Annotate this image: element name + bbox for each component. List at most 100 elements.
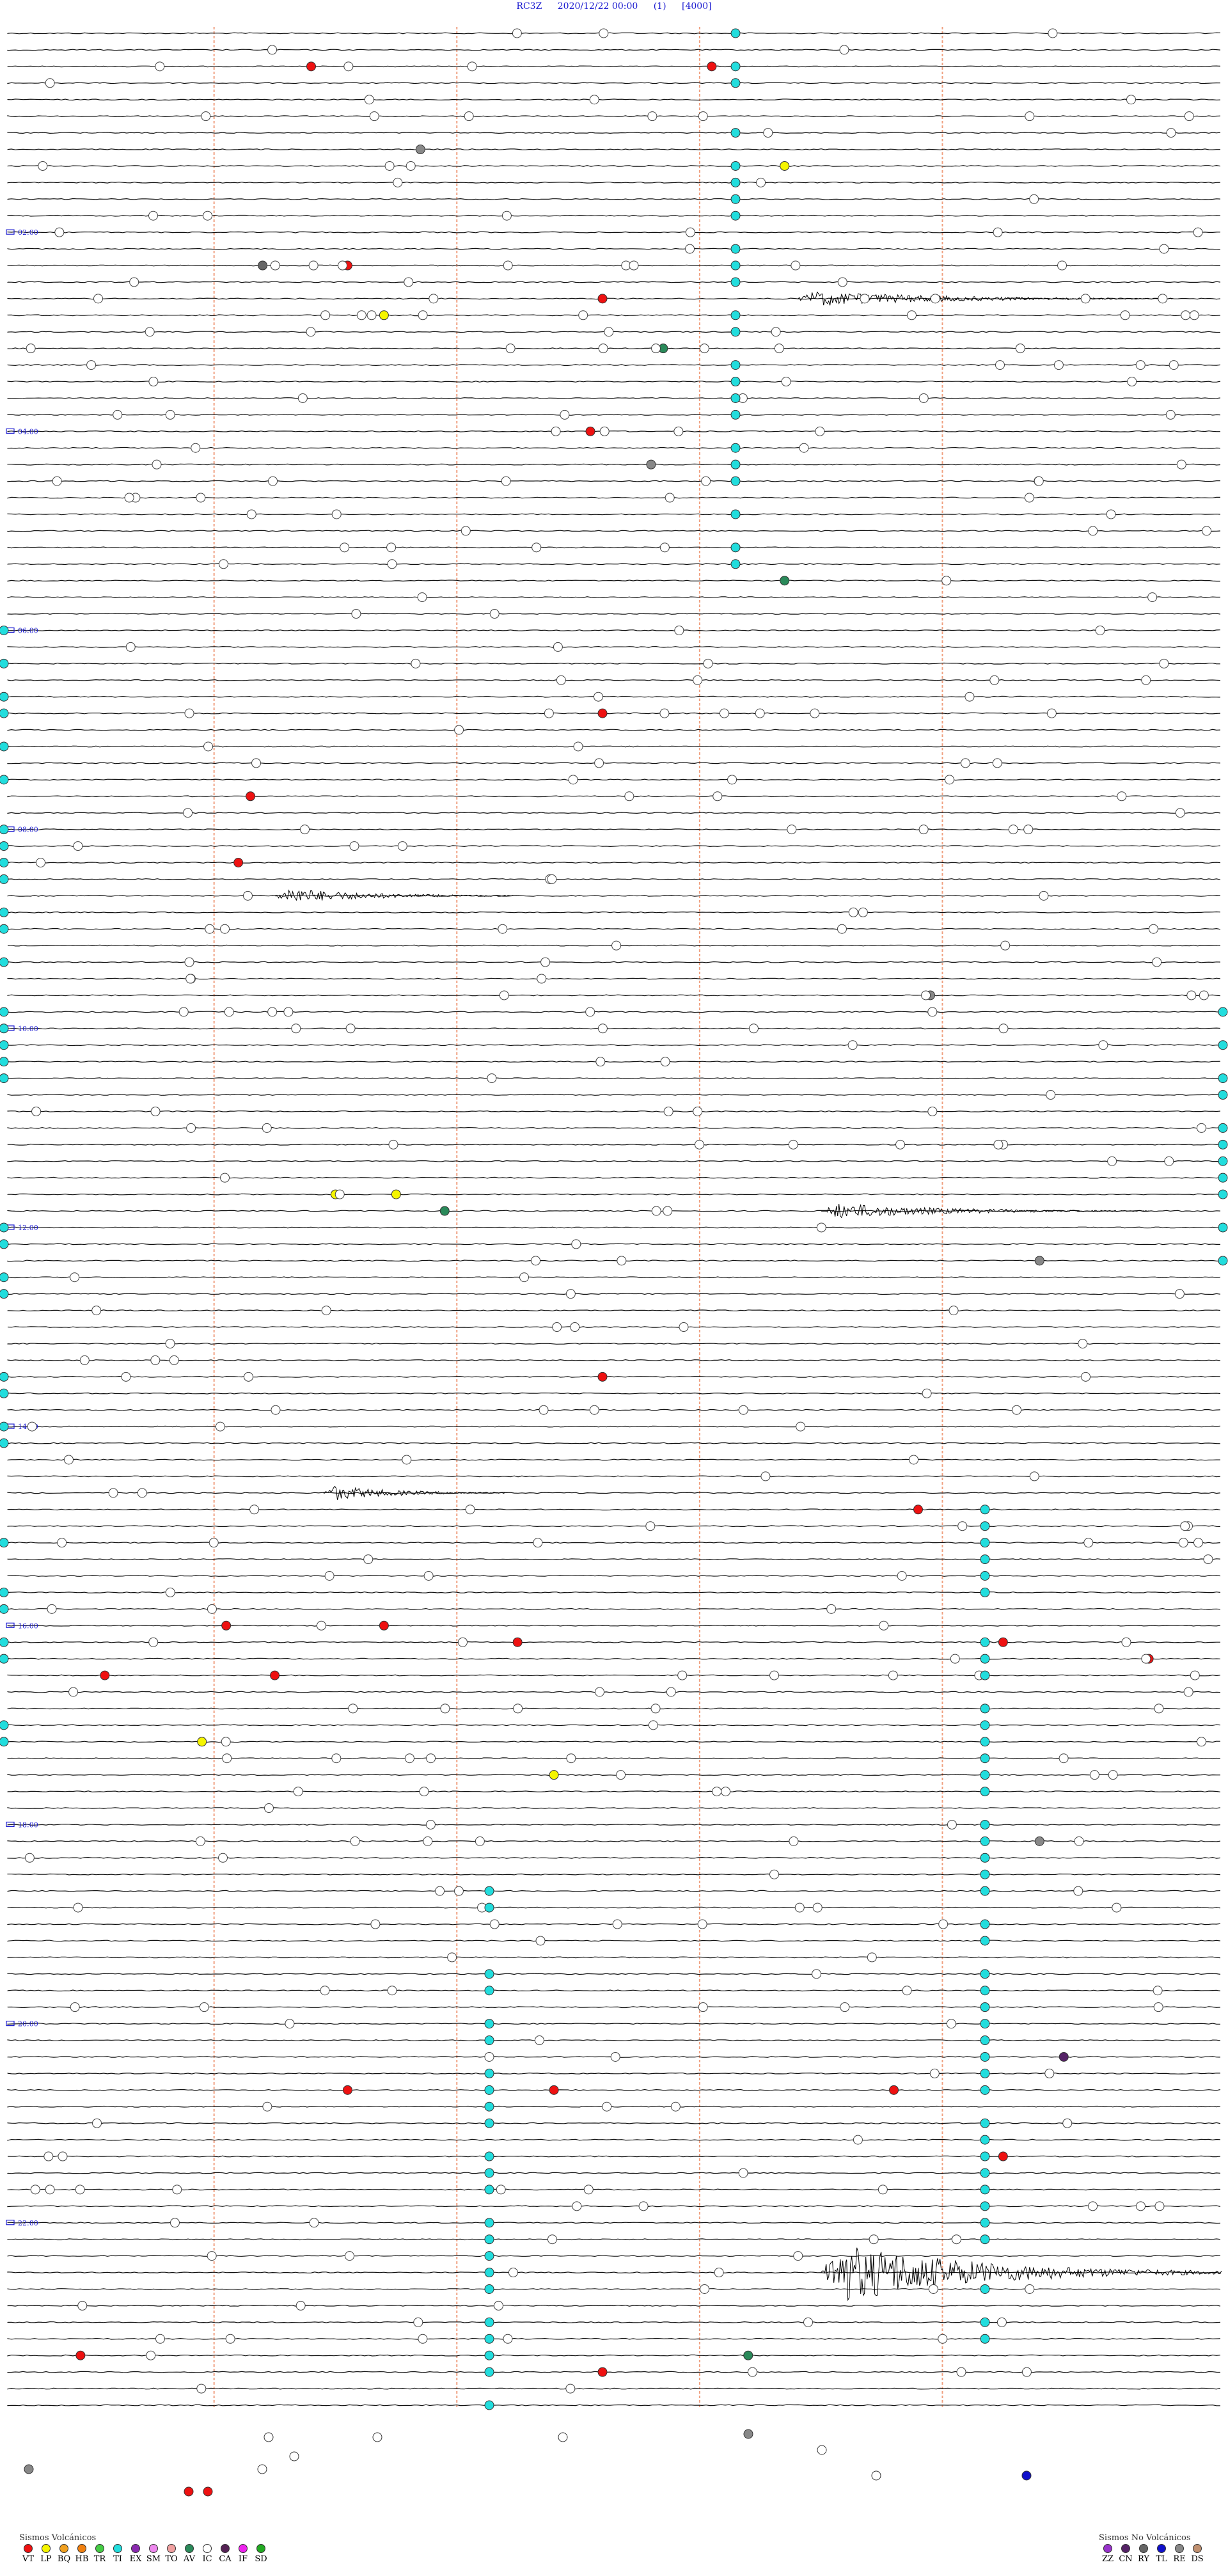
event-marker-ic	[169, 1355, 179, 1365]
event-marker-ic	[572, 2201, 582, 2211]
event-marker-ic	[812, 1902, 823, 1913]
event-marker-ic	[685, 227, 695, 237]
event-marker-ic	[1029, 194, 1039, 204]
event-marker-lp	[549, 1770, 559, 1780]
event-marker-ic	[995, 360, 1005, 370]
event-marker-ic	[597, 1023, 608, 1034]
trace-line	[7, 2222, 1221, 2224]
event-marker-ic	[812, 1969, 822, 1979]
legend-swatch	[1157, 2544, 1166, 2553]
trace-line	[7, 413, 1221, 416]
event-marker-ti	[980, 1869, 990, 1879]
trace-line	[7, 1757, 1221, 1760]
event-marker-ic	[425, 1819, 436, 1829]
event-marker-ic	[748, 2367, 758, 2377]
event-marker-ic	[781, 377, 791, 387]
event-marker-ic	[264, 2432, 274, 2442]
trace-line	[7, 695, 1221, 698]
event-marker-ic	[475, 1836, 485, 1846]
event-marker-ti	[0, 658, 9, 668]
event-marker-vt	[913, 1505, 923, 1515]
event-marker-ic	[598, 344, 608, 354]
event-marker-ic	[638, 2201, 649, 2211]
trace-line	[7, 1326, 1221, 1328]
trace-line	[7, 1657, 1221, 1660]
event-marker-ic	[539, 1405, 549, 1415]
trace-line	[7, 2105, 1221, 2108]
event-marker-vt	[100, 1670, 110, 1680]
event-marker-ic	[503, 260, 513, 271]
legend-swatch	[1103, 2544, 1112, 2553]
event-marker-ic	[1159, 658, 1169, 668]
legend-code: TI	[113, 2554, 122, 2564]
event-marker-ic	[996, 2317, 1007, 2327]
event-marker-ic	[666, 1687, 676, 1697]
event-marker-ic	[837, 924, 847, 934]
event-marker-ic	[209, 1538, 219, 1548]
event-marker-ti	[0, 1371, 9, 1382]
event-marker-ic	[799, 443, 809, 453]
event-marker-ti	[730, 28, 741, 38]
event-marker-ic	[501, 210, 512, 221]
event-marker-ic	[257, 2464, 267, 2474]
trace-line	[7, 1940, 1221, 1942]
legend-swatch	[95, 2544, 104, 2553]
event-marker-ic	[484, 2051, 494, 2062]
station-code: RC3Z	[516, 1, 542, 12]
trace-line	[7, 828, 1221, 831]
event-marker-ic	[964, 691, 975, 702]
event-marker-ic	[794, 1902, 805, 1913]
event-marker-ic	[199, 2002, 209, 2012]
event-marker-ic	[369, 111, 379, 122]
trace-line	[7, 2255, 1221, 2257]
event-marker-ic	[651, 344, 661, 354]
event-marker-ti	[980, 1969, 990, 1979]
event-marker-ic	[331, 1753, 342, 1764]
event-marker-ic	[1059, 1753, 1069, 1764]
event-marker-ti	[980, 1886, 990, 1896]
trace-line	[7, 314, 1221, 317]
trace-line	[7, 629, 1221, 631]
event-marker-ic	[148, 377, 159, 387]
event-marker-ic	[351, 609, 361, 619]
event-marker-vt	[379, 1620, 389, 1631]
event-marker-ti	[730, 61, 741, 72]
legend-code: TL	[1156, 2554, 1167, 2564]
trace-line	[7, 2321, 1221, 2323]
event-marker-ic	[547, 874, 557, 884]
event-marker-ic	[858, 907, 868, 917]
trace-line	[7, 2006, 1221, 2009]
trace-line	[7, 2288, 1221, 2290]
event-marker-vt	[75, 2350, 86, 2360]
hour-label: 16:00	[18, 1622, 38, 1630]
event-marker-ic	[152, 459, 162, 470]
event-marker-ic	[1117, 791, 1127, 802]
event-marker-ic	[251, 758, 262, 768]
event-marker-ti	[730, 260, 741, 271]
event-marker-ti	[980, 1853, 990, 1863]
event-marker-ti	[484, 2218, 494, 2228]
event-marker-ic	[697, 1919, 707, 1929]
legend-code: CN	[1119, 2554, 1133, 2564]
event-marker-vt	[221, 1620, 232, 1631]
trace-line	[7, 563, 1221, 565]
trace-line	[7, 1375, 1221, 1378]
event-marker-ic	[338, 260, 348, 271]
event-marker-ic	[148, 210, 159, 221]
event-marker-ti	[730, 194, 741, 204]
event-marker-vt	[998, 2151, 1008, 2161]
event-marker-ti	[484, 2251, 494, 2261]
event-marker-ic	[465, 1505, 475, 1515]
event-marker-ti	[0, 957, 9, 967]
event-marker-ti	[484, 2284, 494, 2294]
event-marker-ic	[918, 825, 929, 835]
event-marker-ic	[544, 708, 554, 718]
event-marker-ic	[1169, 360, 1179, 370]
event-marker-ti	[1218, 1189, 1228, 1199]
event-marker-ic	[397, 841, 407, 851]
event-marker-ic	[1166, 128, 1176, 138]
event-marker-ti	[980, 1936, 990, 1946]
event-marker-ic	[1183, 1687, 1193, 1697]
event-marker-ic	[1095, 625, 1105, 635]
event-marker-ic	[1159, 244, 1169, 254]
